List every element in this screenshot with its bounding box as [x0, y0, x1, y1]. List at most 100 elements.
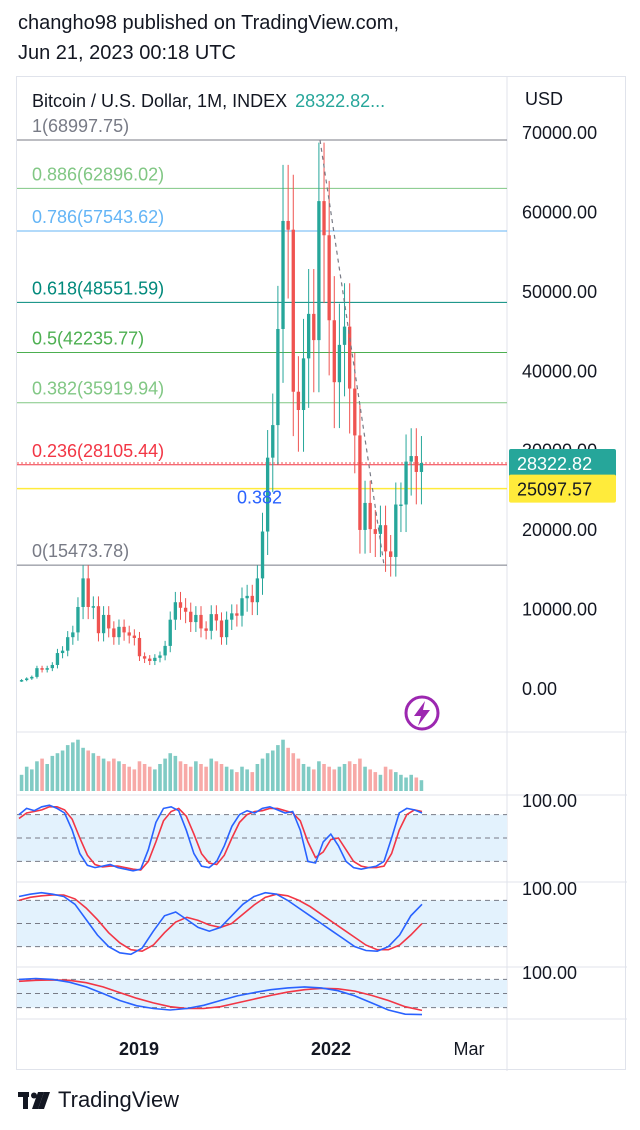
candle-body [271, 425, 275, 458]
candle-body [389, 551, 393, 557]
volume-bar [168, 753, 173, 791]
chart-canvas[interactable]: USD70000.0060000.0050000.0040000.0030000… [17, 77, 627, 1071]
candle-body [230, 613, 234, 620]
fib-level-label: 0.5(42235.77) [32, 329, 144, 349]
volume-bar [153, 769, 157, 791]
volume-bar [373, 772, 378, 791]
volume-bar [291, 753, 296, 791]
volume-bar [240, 766, 244, 791]
volume-bar [50, 755, 55, 791]
volume-bar [219, 764, 224, 791]
candle-body [219, 620, 224, 638]
candle-body [301, 358, 306, 410]
volume-bar [327, 766, 331, 791]
candle-body [25, 678, 29, 681]
candle-body [214, 614, 219, 621]
candle-body [286, 220, 290, 230]
tradingview-logo-icon [18, 1092, 50, 1109]
volume-bar [250, 772, 255, 791]
fib-level-label: 0.382(35919.94) [32, 379, 164, 399]
lightning-icon[interactable] [404, 695, 440, 731]
volume-bar [311, 769, 316, 791]
volume-bar [224, 766, 229, 791]
volume-bar [24, 766, 29, 791]
candle-body [148, 658, 152, 661]
fib-level-label: 0.236(28105.44) [32, 441, 164, 461]
volume-bar [112, 758, 116, 791]
candle-body [419, 463, 424, 472]
candle-body [96, 606, 101, 634]
candle-body [107, 614, 111, 629]
candle-body [240, 598, 244, 616]
candle-body [255, 578, 260, 603]
last-price-tag-bg [509, 449, 616, 478]
candle-body [40, 668, 44, 670]
last-price-tag: 28322.82 [517, 454, 592, 474]
volume-bar [301, 764, 306, 791]
candle-body [276, 328, 280, 426]
volume-bar [183, 764, 188, 791]
tradingview-footer: TradingView [18, 1087, 179, 1113]
volume-bar [368, 769, 372, 791]
fib-level-label: 0.886(62896.02) [32, 164, 164, 184]
candle-body [378, 525, 383, 534]
volume-bar [137, 761, 142, 791]
volume-bar [106, 761, 111, 791]
volume-bar [322, 764, 326, 791]
candle-body [19, 680, 24, 682]
candle-body [368, 502, 372, 530]
osc-d-line [18, 979, 423, 1012]
volume-bar [399, 774, 403, 791]
volume-bar [276, 745, 280, 791]
candle-body [317, 201, 321, 341]
candle-body [250, 595, 254, 603]
candle-body [60, 650, 65, 654]
osc-k-line [18, 891, 423, 956]
candle-body [204, 628, 208, 631]
candle-body [209, 614, 213, 631]
chart-frame[interactable]: USD70000.0060000.0050000.0040000.0030000… [16, 76, 627, 1071]
volume-bar [55, 753, 60, 791]
price-tick-label: 10000.00 [522, 600, 597, 620]
volume-bar [158, 764, 162, 791]
fib-level-label: 0(15473.78) [32, 541, 129, 561]
candle-body [173, 602, 178, 620]
candle-body [327, 235, 331, 321]
candle-body [265, 457, 270, 532]
candle-body [306, 313, 311, 359]
volume-bar [352, 764, 357, 791]
volume-bar [178, 761, 183, 791]
publish-date-line: Jun 21, 2023 00:18 UTC [18, 42, 236, 64]
time-axis-label: 2022 [311, 1039, 351, 1059]
price-tick-label: 70000.00 [522, 123, 597, 143]
candle-body [127, 632, 131, 636]
candle-body [117, 626, 121, 638]
horizontal-line-tag-bg [509, 474, 616, 503]
volume-bar [173, 755, 178, 791]
price-tick-label: 40000.00 [522, 361, 597, 381]
candle-body [91, 606, 96, 608]
lightning-icon-bolt [414, 701, 430, 726]
candle-body [414, 456, 418, 472]
candle-body [235, 613, 239, 616]
volume-bar [132, 769, 137, 791]
candle-body [332, 320, 336, 383]
candle-body [50, 664, 54, 669]
volume-bar [86, 750, 91, 791]
candle-body [353, 388, 357, 436]
volume-bar [71, 742, 75, 791]
volume-bar [404, 777, 408, 791]
volume-bar [358, 758, 362, 791]
osc-k-line [18, 977, 423, 1016]
volume-bar [45, 764, 49, 791]
time-axis-label: 2019 [119, 1039, 159, 1059]
tradingview-wordmark: TradingView [58, 1087, 180, 1112]
candle-body [137, 637, 142, 657]
candle-body [291, 229, 295, 392]
volume-bar [209, 758, 214, 791]
volume-bar [363, 766, 367, 791]
volume-bar [199, 764, 203, 791]
volume-bar [383, 766, 388, 791]
candle-body [312, 313, 316, 341]
osc-top-label: 100.00 [522, 791, 577, 811]
